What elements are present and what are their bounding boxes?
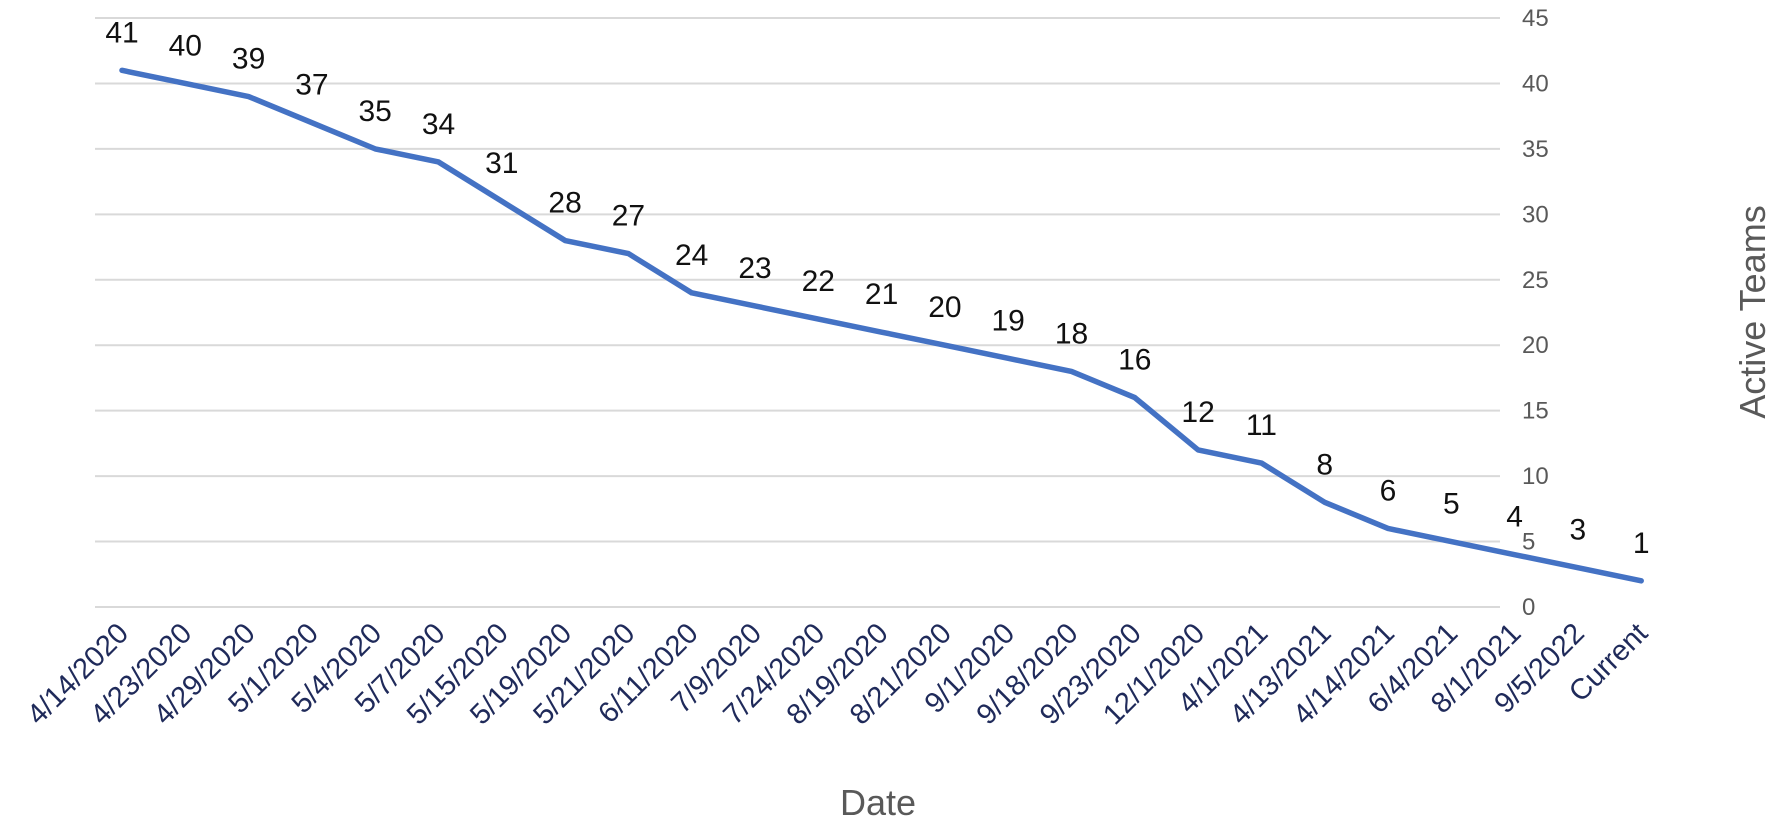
y-axis-title: Active Teams xyxy=(1732,205,1773,418)
data-label: 35 xyxy=(359,95,392,128)
data-label: 27 xyxy=(612,200,645,233)
data-label: 12 xyxy=(1181,396,1214,429)
data-label: 21 xyxy=(865,278,898,311)
data-label: 34 xyxy=(422,108,455,141)
y-tick-label: 5 xyxy=(1522,529,1535,556)
data-label: 8 xyxy=(1316,448,1333,481)
data-label: 11 xyxy=(1246,409,1277,442)
data-label: 19 xyxy=(992,304,1025,337)
data-label: 16 xyxy=(1118,344,1151,377)
data-label: 5 xyxy=(1443,488,1460,521)
y-tick-label: 35 xyxy=(1522,136,1549,163)
y-tick-label: 30 xyxy=(1522,201,1549,228)
y-axis-ticks: 0 5 10 15 20 25 30 35 40 45 xyxy=(1522,5,1549,621)
data-label: 31 xyxy=(485,147,518,180)
data-label: 40 xyxy=(169,29,202,62)
data-label: 3 xyxy=(1570,514,1587,547)
data-label: 22 xyxy=(802,265,835,298)
y-tick-label: 10 xyxy=(1522,463,1549,490)
data-label: 37 xyxy=(295,69,328,102)
y-tick-label: 20 xyxy=(1522,332,1549,359)
data-label: 1 xyxy=(1633,527,1650,560)
series-line xyxy=(119,67,1644,584)
data-label: 6 xyxy=(1380,474,1397,507)
data-label: 23 xyxy=(738,252,771,285)
y-tick-label: 25 xyxy=(1522,267,1549,294)
data-label: 39 xyxy=(232,43,265,76)
data-label: 41 xyxy=(105,16,138,49)
data-label: 24 xyxy=(675,239,708,272)
gridlines xyxy=(95,17,1500,608)
x-axis-title: Date xyxy=(840,782,916,823)
data-label: 4 xyxy=(1506,501,1523,534)
data-label: 18 xyxy=(1055,317,1088,350)
y-tick-label: 0 xyxy=(1522,594,1535,621)
y-tick-label: 15 xyxy=(1522,398,1549,425)
series-layer xyxy=(119,67,1644,584)
data-label: 20 xyxy=(928,291,961,324)
data-label: 28 xyxy=(548,187,581,220)
x-axis-ticks: 4/14/20204/23/20204/29/20205/1/20205/4/2… xyxy=(21,617,1654,731)
y-tick-label: 40 xyxy=(1522,70,1549,97)
y-tick-label: 45 xyxy=(1522,5,1549,32)
